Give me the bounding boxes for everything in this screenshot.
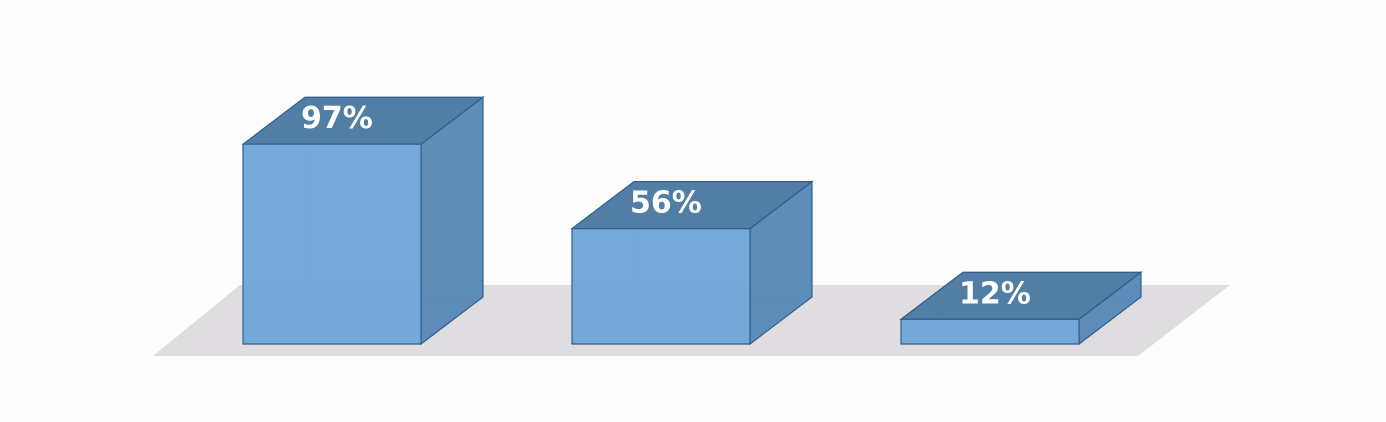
- data-label: 97%: [301, 101, 373, 136]
- data-label: 12%: [959, 276, 1031, 311]
- bar-2: [570, 180, 814, 346]
- bar-front-face: [242, 143, 422, 345]
- bar-3: [899, 271, 1143, 346]
- bar-front-face: [571, 228, 751, 345]
- data-label: 56%: [630, 186, 702, 221]
- data-labels-layer: 97% 56% 12%: [301, 101, 1031, 311]
- bars-layer: [241, 95, 1143, 346]
- bar-front-face: [900, 318, 1080, 345]
- bar-1: [241, 95, 485, 346]
